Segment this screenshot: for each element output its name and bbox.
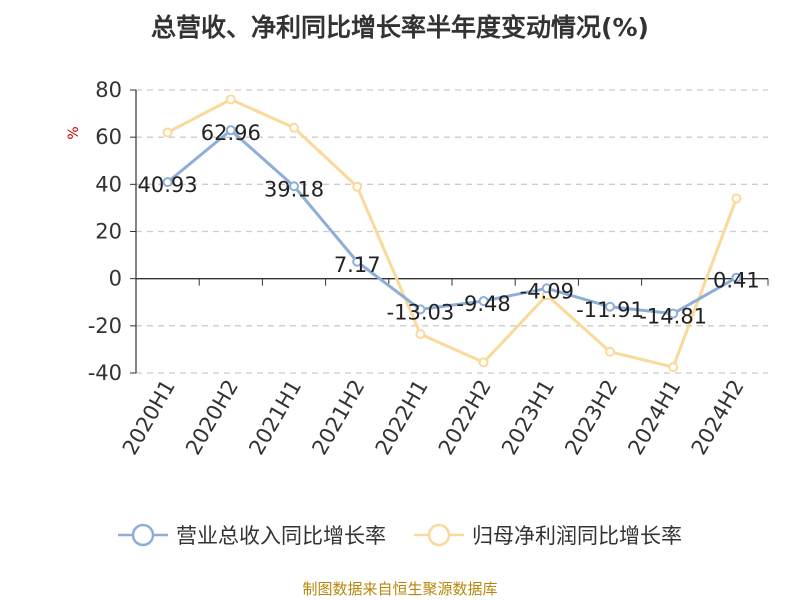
x-tick-label: 2023H2 [560,376,622,460]
series-1-point [289,122,299,133]
y-tick-label: 80 [95,78,122,102]
legend: 营业总收入同比增长率 归母净利润同比增长率 [0,520,800,550]
data-label: -11.91 [576,298,644,322]
data-label: -4.09 [520,279,574,303]
series-0-point [162,177,173,188]
legend-label-profit: 归母净利润同比增长率 [472,524,682,548]
series-line-0 [166,128,738,316]
y-tick-label: 20 [95,220,122,244]
legend-swatch-revenue-icon [118,523,168,547]
x-tick-label: 2023H1 [497,376,559,460]
data-labels: 40.93 62.96 39.18 7.17-13.03 -9.48 -4.09-11.9… [138,121,760,328]
x-tick-label: 2022H1 [371,376,433,460]
x-tick-label: 2020H2 [181,376,243,460]
legend-item-profit[interactable]: 归母净利润同比增长率 [414,520,682,550]
x-tick-label: 2024H1 [623,376,685,460]
data-label: 7.17 [334,253,381,277]
source-note: 制图数据来自恒生聚源数据库 [302,580,498,598]
x-tick-label: 2021H2 [307,376,369,460]
data-label: 0.41 [713,269,760,293]
legend-swatch-profit-icon [414,523,464,547]
y-tick-label: 40 [95,172,122,196]
data-label: -13.03 [387,300,455,324]
data-label: 62.96 [201,121,261,145]
series-0-point [731,272,742,283]
legend-label-revenue: 营业总收入同比增长率 [176,524,386,548]
series-line-1 [166,97,738,369]
series-1-point [605,346,615,357]
series-0-point [605,301,615,312]
series-1-point [352,181,363,192]
series-0-point [478,296,489,307]
data-label: -9.48 [456,292,510,316]
series-1-point [225,94,236,105]
series-1-point [731,193,742,204]
y-tick-label: 0 [109,267,122,291]
chart-title: 总营收、净利同比增长率半年度变动情况(%) [151,13,649,42]
x-tick-label: 2021H1 [244,376,306,460]
y-tick-label: -20 [88,314,122,338]
series-0-point [289,181,299,192]
series-0-point [225,125,236,136]
series-0-point [415,304,426,315]
data-label: 39.18 [264,177,324,201]
series-1-point [415,329,426,340]
data-label: -14.81 [639,305,707,329]
series-0-point [541,283,552,294]
legend-item-revenue[interactable]: 营业总收入同比增长率 [118,520,386,550]
series-0-point [668,308,679,319]
series-lines [162,94,742,373]
data-label: 40.93 [138,173,198,197]
y-tick-label: 60 [95,125,122,149]
series-0-point [352,256,363,267]
x-tick-label: 2022H2 [434,375,496,459]
series-1-point [668,362,679,373]
y-tick-label: -40 [88,361,122,385]
x-tick-label: 2024H2 [687,376,749,460]
x-tick-label: 2020H1 [118,376,180,460]
y-axis-label: % [66,126,82,139]
series-1-point [478,357,489,368]
series-1-point [162,127,173,138]
